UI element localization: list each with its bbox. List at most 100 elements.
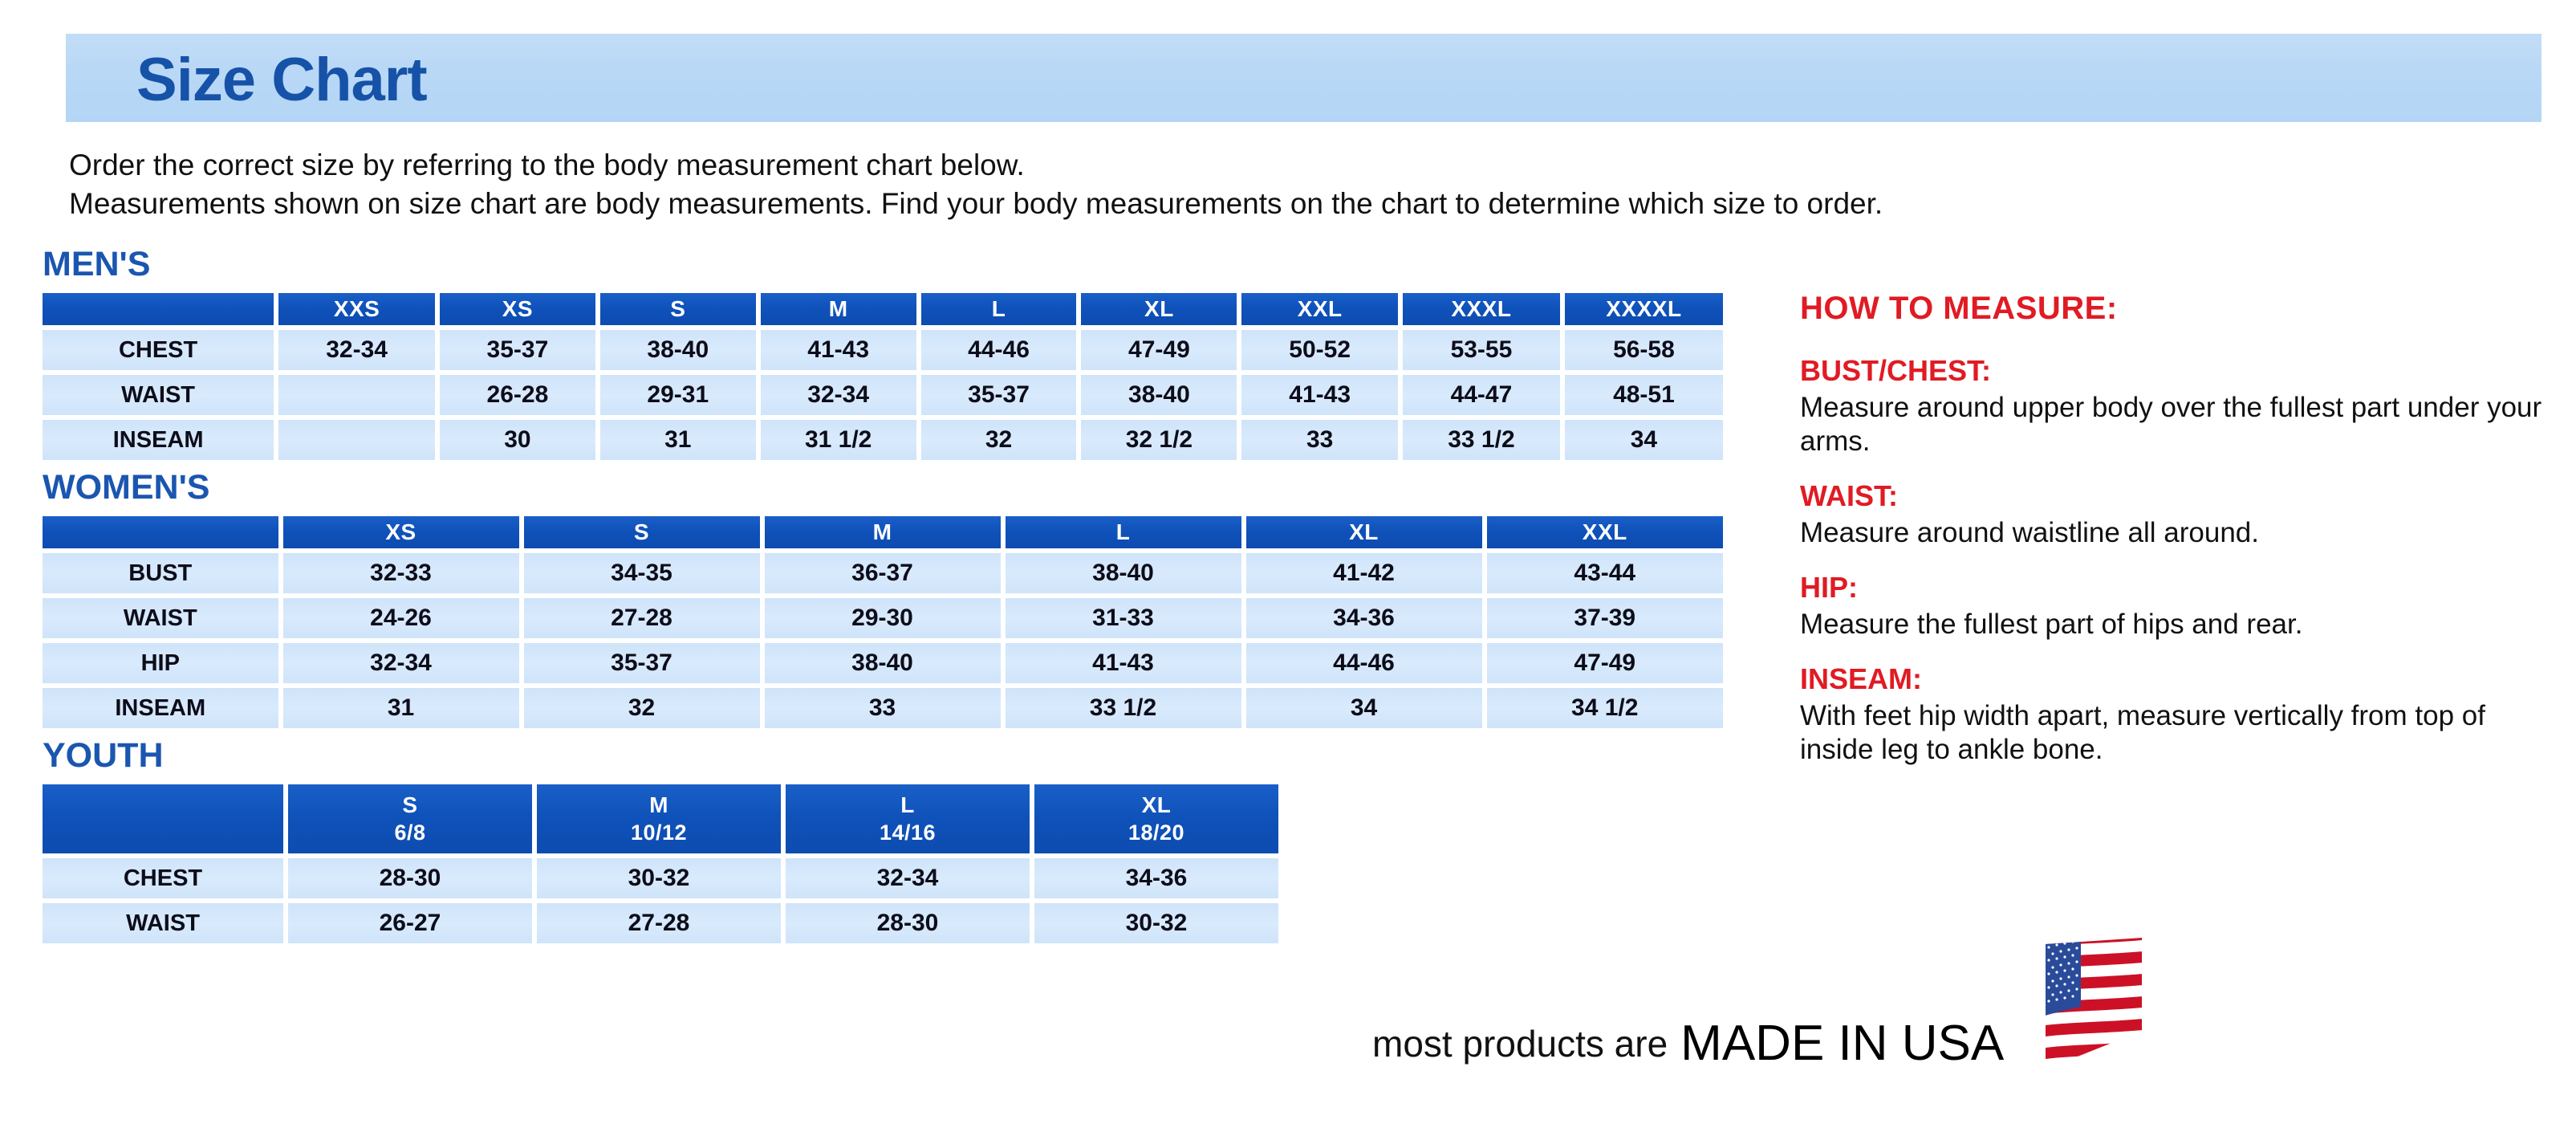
table-cell: 38-40 — [1081, 375, 1237, 415]
table-row: CHEST 32-34 35-37 38-40 41-43 44-46 47-4… — [43, 330, 1723, 370]
womens-col-header-xxl: XXL — [1486, 516, 1723, 548]
measure-text-waist: Measure around waistline all around. — [1800, 517, 2259, 548]
size-tables-column: MEN'S XXS XS S M L XL XXL — [43, 245, 1728, 951]
womens-col-header-m: M — [764, 516, 1001, 548]
how-to-measure-panel: HOW TO MEASURE: BUST/CHEST: Measure arou… — [1800, 291, 2554, 767]
mens-row-label-chest: CHEST — [43, 330, 274, 370]
youth-col-age-m: 10/12 — [630, 820, 688, 845]
table-row: BUST 32-33 34-35 36-37 38-40 41-42 43-44 — [43, 553, 1723, 593]
table-cell: 30 — [439, 420, 595, 460]
table-row: WAIST 26-27 27-28 28-30 30-32 — [43, 903, 1278, 943]
womens-section-title: WOMEN'S — [43, 468, 210, 507]
table-cell: 43-44 — [1486, 553, 1723, 593]
table-row: HIP 32-34 35-37 38-40 41-43 44-46 47-49 — [43, 643, 1723, 683]
measure-text-inseam: With feet hip width apart, measure verti… — [1800, 700, 2485, 765]
table-cell: 41-43 — [760, 330, 916, 370]
table-cell: 35-37 — [523, 643, 760, 683]
table-row: CHEST 28-30 30-32 32-34 34-36 — [43, 858, 1278, 898]
intro-line-2: Measurements shown on size chart are bod… — [69, 187, 1883, 220]
womens-row-label-inseam: INSEAM — [43, 688, 278, 728]
youth-col-header-s: S 6/8 — [288, 784, 532, 853]
mens-col-header-xxl: XXL — [1241, 293, 1398, 325]
mens-row-label-waist: WAIST — [43, 375, 274, 415]
table-cell: 36-37 — [764, 553, 1001, 593]
youth-corner-header — [43, 784, 283, 853]
page-title: Size Chart — [136, 46, 428, 114]
youth-section: YOUTH S 6/8 M 10/12 — [43, 736, 1728, 948]
table-cell: 37-39 — [1486, 598, 1723, 638]
table-cell: 32-34 — [278, 330, 435, 370]
table-cell: 32 1/2 — [1081, 420, 1237, 460]
table-cell: 44-46 — [1245, 643, 1482, 683]
table-cell: 35-37 — [439, 330, 595, 370]
usa-flag-icon — [2021, 935, 2150, 1079]
youth-col-header-xl: XL 18/20 — [1034, 784, 1278, 853]
mens-row-label-inseam: INSEAM — [43, 420, 274, 460]
table-cell: 47-49 — [1081, 330, 1237, 370]
table-cell: 30-32 — [537, 858, 781, 898]
table-cell: 28-30 — [288, 858, 532, 898]
table-cell: 41-43 — [1005, 643, 1241, 683]
youth-col-size-xl: XL — [1141, 792, 1172, 817]
table-cell: 34-36 — [1245, 598, 1482, 638]
page-header-banner: Size Chart — [66, 34, 2541, 122]
mens-col-header-s: S — [599, 293, 756, 325]
womens-corner-header — [43, 516, 278, 548]
table-row: WAIST 26-28 29-31 32-34 35-37 38-40 41-4… — [43, 375, 1723, 415]
table-cell: 29-30 — [764, 598, 1001, 638]
womens-row-label-bust: BUST — [43, 553, 278, 593]
table-cell — [278, 420, 435, 460]
table-cell: 34 — [1245, 688, 1482, 728]
table-cell: 34-36 — [1034, 858, 1278, 898]
table-cell: 41-42 — [1245, 553, 1482, 593]
table-cell: 33 1/2 — [1005, 688, 1241, 728]
table-cell: 44-47 — [1403, 375, 1560, 415]
youth-col-size-l: L — [900, 792, 915, 817]
intro-text: Order the correct size by referring to t… — [69, 146, 2525, 223]
youth-row-label-chest: CHEST — [43, 858, 283, 898]
youth-row-label-waist: WAIST — [43, 903, 283, 943]
table-header-row: XXS XS S M L XL XXL XXXL XXXXL — [43, 293, 1723, 325]
table-cell: 38-40 — [599, 330, 756, 370]
measure-label-bust-chest: BUST/CHEST: — [1800, 354, 1992, 387]
mens-col-header-l: L — [920, 293, 1077, 325]
womens-row-label-waist: WAIST — [43, 598, 278, 638]
table-cell: 28-30 — [786, 903, 1030, 943]
table-cell: 27-28 — [537, 903, 781, 943]
table-header-row: S 6/8 M 10/12 L 14/16 XL — [43, 784, 1278, 853]
table-cell: 33 1/2 — [1403, 420, 1560, 460]
womens-col-header-l: L — [1005, 516, 1241, 548]
table-cell: 48-51 — [1564, 375, 1723, 415]
youth-col-age-s: 6/8 — [394, 820, 426, 845]
table-cell: 34-35 — [523, 553, 760, 593]
table-cell: 32-34 — [760, 375, 916, 415]
mens-size-table: XXS XS S M L XL XXL XXXL XXXXL CHEST 32- — [38, 288, 1728, 465]
mens-col-header-m: M — [760, 293, 916, 325]
youth-section-title: YOUTH — [43, 736, 164, 775]
youth-col-age-l: 14/16 — [879, 820, 937, 845]
table-cell: 31-33 — [1005, 598, 1241, 638]
how-to-measure-title: HOW TO MEASURE: — [1800, 291, 2118, 326]
table-cell: 44-46 — [920, 330, 1077, 370]
mens-section-title: MEN'S — [43, 245, 151, 283]
made-in-usa-prefix: most products are — [1372, 1023, 1668, 1065]
table-cell: 32-34 — [282, 643, 519, 683]
measure-label-inseam: INSEAM: — [1800, 662, 1922, 695]
table-cell: 29-31 — [599, 375, 756, 415]
mens-corner-header — [43, 293, 274, 325]
womens-size-table: XS S M L XL XXL BUST 32-33 34-35 36-37 3 — [38, 511, 1728, 733]
mens-col-header-xl: XL — [1081, 293, 1237, 325]
table-cell: 31 — [282, 688, 519, 728]
table-cell: 38-40 — [1005, 553, 1241, 593]
table-cell: 24-26 — [282, 598, 519, 638]
youth-col-age-xl: 18/20 — [1128, 820, 1185, 845]
table-cell: 31 — [599, 420, 756, 460]
youth-col-header-l: L 14/16 — [786, 784, 1030, 853]
table-header-row: XS S M L XL XXL — [43, 516, 1723, 548]
table-row: INSEAM 31 32 33 33 1/2 34 34 1/2 — [43, 688, 1723, 728]
measure-label-hip: HIP: — [1800, 571, 1858, 604]
table-cell: 32-34 — [786, 858, 1030, 898]
table-cell: 32 — [920, 420, 1077, 460]
table-cell: 27-28 — [523, 598, 760, 638]
